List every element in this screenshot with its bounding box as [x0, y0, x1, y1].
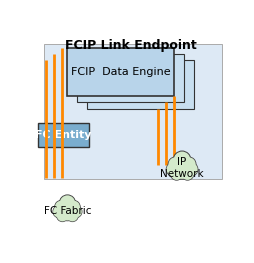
- Text: FCIP  Data Engine: FCIP Data Engine: [71, 67, 170, 77]
- Text: FC Entity: FC Entity: [35, 130, 91, 140]
- Circle shape: [59, 195, 75, 211]
- Circle shape: [59, 203, 75, 219]
- Circle shape: [181, 156, 196, 172]
- Circle shape: [55, 201, 67, 213]
- Circle shape: [168, 157, 181, 171]
- Circle shape: [59, 194, 76, 212]
- Circle shape: [53, 206, 64, 218]
- Text: FC Fabric: FC Fabric: [43, 206, 91, 216]
- Circle shape: [70, 206, 82, 218]
- Circle shape: [69, 205, 82, 218]
- FancyBboxPatch shape: [77, 54, 183, 103]
- Text: FCIP Link Endpoint: FCIP Link Endpoint: [65, 39, 196, 52]
- Circle shape: [185, 163, 197, 176]
- Circle shape: [67, 201, 80, 213]
- FancyBboxPatch shape: [44, 44, 221, 179]
- Circle shape: [165, 162, 179, 176]
- Circle shape: [172, 150, 191, 170]
- Circle shape: [169, 166, 183, 181]
- FancyBboxPatch shape: [38, 123, 89, 147]
- Circle shape: [173, 151, 190, 169]
- Circle shape: [52, 205, 65, 218]
- Circle shape: [172, 159, 190, 178]
- Circle shape: [57, 210, 68, 221]
- Circle shape: [174, 165, 188, 179]
- Circle shape: [174, 164, 189, 180]
- Circle shape: [166, 163, 178, 176]
- FancyBboxPatch shape: [87, 60, 193, 109]
- Circle shape: [56, 209, 69, 222]
- Circle shape: [54, 200, 68, 214]
- Circle shape: [182, 157, 195, 171]
- Circle shape: [66, 209, 78, 222]
- Circle shape: [184, 162, 198, 176]
- Circle shape: [167, 156, 182, 172]
- FancyBboxPatch shape: [67, 48, 173, 96]
- Circle shape: [180, 166, 194, 181]
- Circle shape: [67, 200, 80, 214]
- Circle shape: [60, 207, 74, 221]
- Circle shape: [61, 208, 73, 220]
- Circle shape: [67, 210, 78, 221]
- Circle shape: [170, 167, 182, 180]
- Text: IP
Network: IP Network: [160, 158, 203, 179]
- Circle shape: [181, 167, 193, 180]
